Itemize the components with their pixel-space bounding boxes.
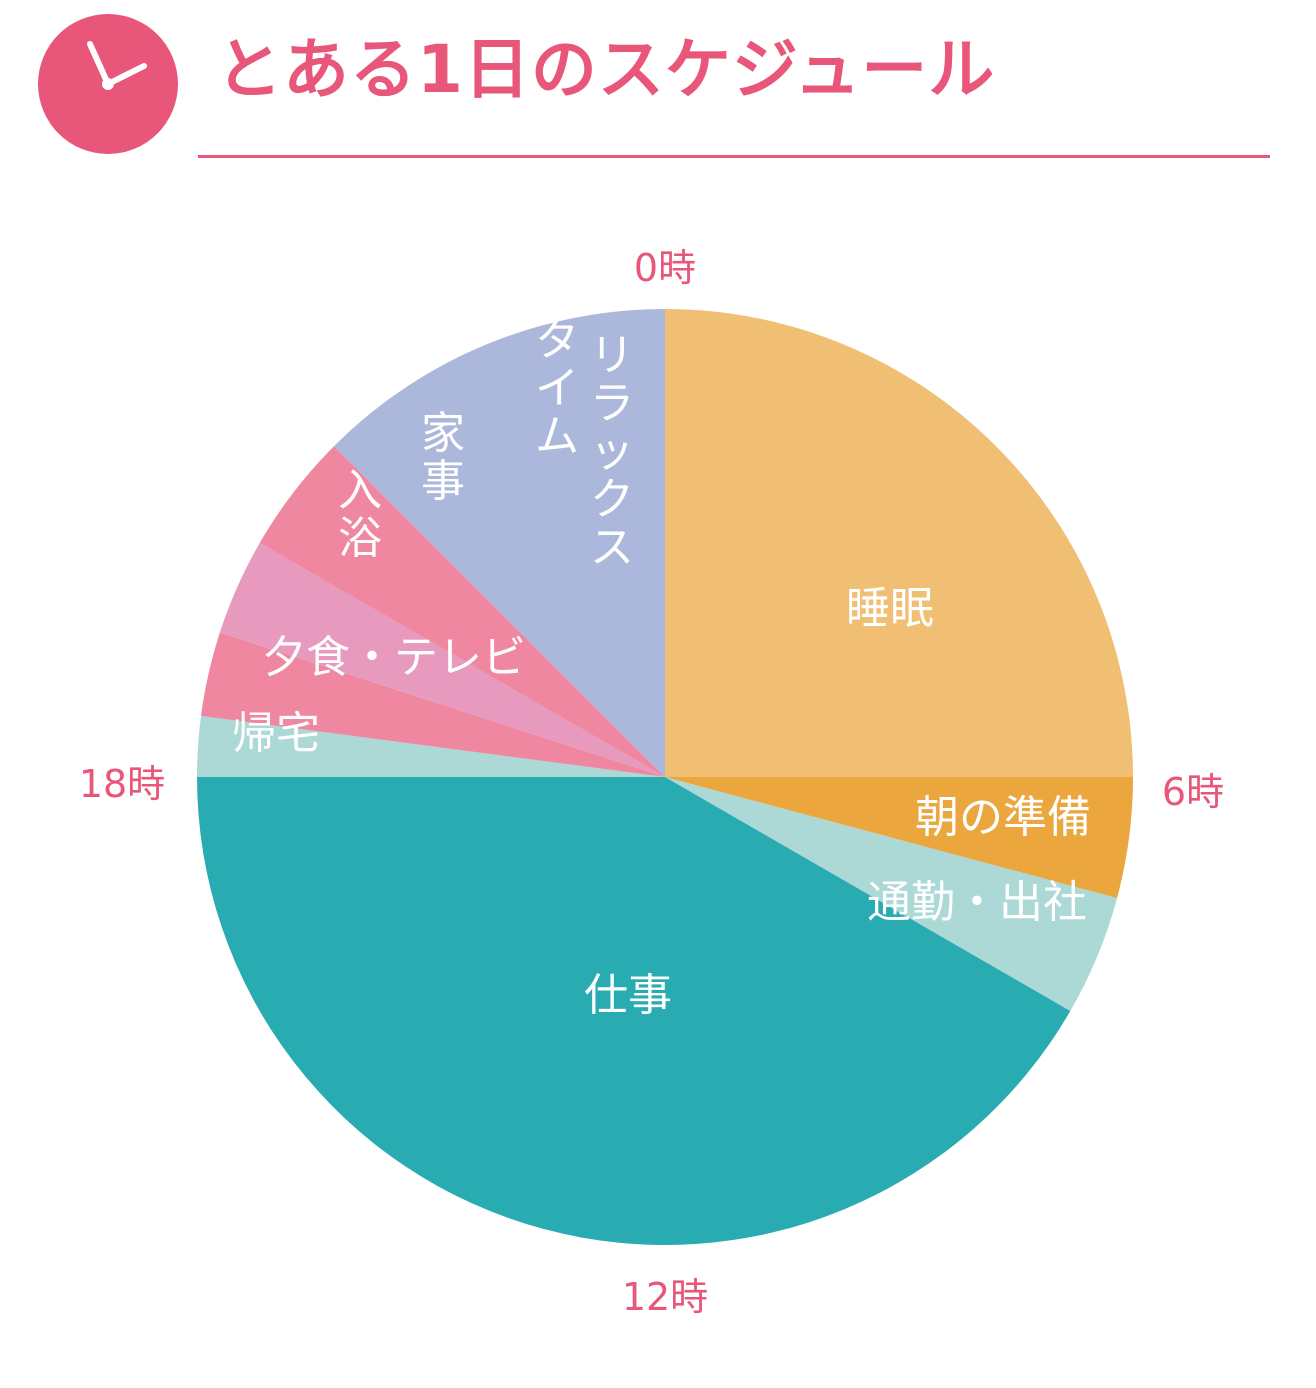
slice-label-7: 入浴: [338, 465, 382, 564]
slice-label-9: リラックスタイム: [535, 315, 634, 573]
pie-slice-2: [665, 777, 1133, 899]
slice-label-6: 夕食・テレビ: [262, 632, 526, 683]
pie-slice-4: [197, 777, 1071, 1246]
clock-icon: [38, 14, 178, 154]
slice-label-5: 帰宅: [232, 708, 320, 759]
page-title: とある1日のスケジュール: [216, 31, 996, 108]
slice-label-1: 睡眠: [846, 583, 934, 634]
pie-slice-1: [665, 309, 1133, 777]
hour-label-0: 0時: [634, 246, 696, 290]
slice-label-2: 朝の準備: [915, 792, 1091, 843]
hour-label-18: 18時: [79, 762, 165, 806]
pie-slice-3: [665, 777, 1118, 1011]
hour-label-6: 6時: [1162, 770, 1224, 814]
pie-slice-5: [197, 715, 665, 777]
pie-slice-6: [201, 632, 666, 777]
pie-slice-7: [219, 543, 665, 777]
hour-labels: 0時 6時 12時 18時: [79, 246, 1224, 1319]
hour-label-12: 12時: [622, 1275, 708, 1319]
slice-label-3: 通勤・出社: [867, 877, 1087, 928]
slice-label-4: 仕事: [584, 970, 672, 1021]
pie-slice-9: [334, 309, 665, 777]
slice-label-8: 家事: [421, 408, 465, 507]
pie-slices: [197, 309, 1133, 1246]
pie-slice-8: [259, 446, 665, 777]
title-divider: [198, 155, 1270, 158]
